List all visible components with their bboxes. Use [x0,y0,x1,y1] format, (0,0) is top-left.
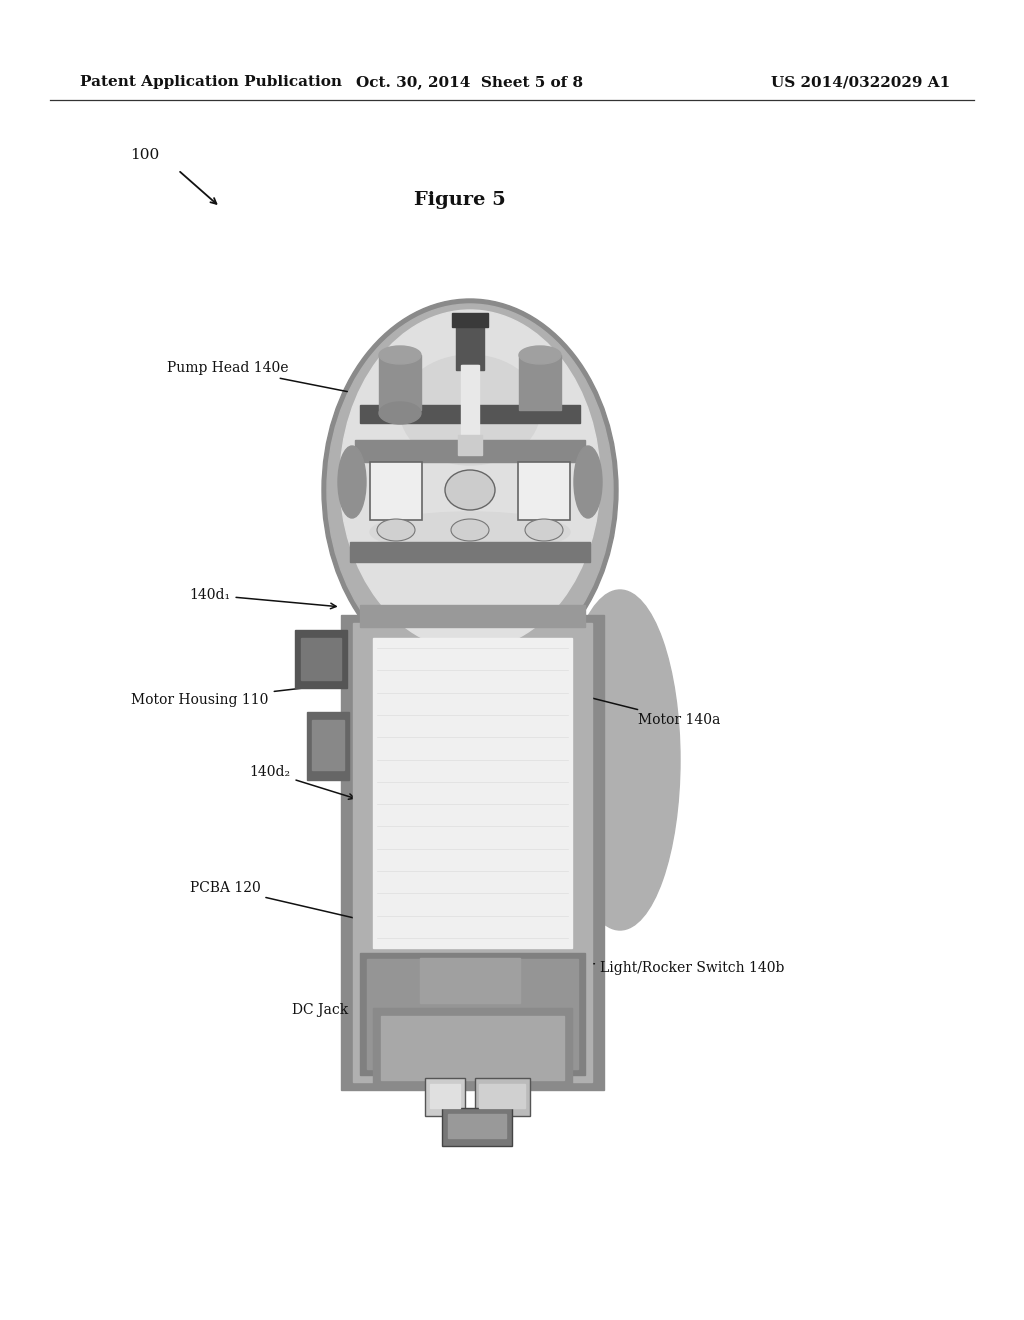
Bar [462,366,478,445]
Bar [449,1114,506,1138]
Text: US 2014/0322029 A1: US 2014/0322029 A1 [771,75,950,88]
Bar [519,355,561,411]
Text: Light/Rocker Switch 140b: Light/Rocker Switch 140b [514,958,784,975]
Bar [370,462,422,520]
Bar [373,1008,572,1088]
Bar [425,1078,465,1115]
Ellipse shape [451,519,489,541]
Text: Patent Application Publication: Patent Application Publication [80,75,342,88]
Text: PCBA 120: PCBA 120 [189,880,375,924]
Ellipse shape [519,346,561,364]
Text: Figure 5: Figure 5 [414,191,506,209]
Ellipse shape [338,446,366,517]
Text: 140d₂: 140d₂ [250,766,354,799]
Bar [420,958,520,1003]
Ellipse shape [560,590,680,931]
Bar [350,543,590,562]
Bar [301,638,341,680]
Text: 140d₁: 140d₁ [189,587,336,609]
Bar [360,605,585,627]
Ellipse shape [379,346,421,364]
Ellipse shape [322,300,618,681]
Bar [475,1078,530,1115]
Bar [518,462,570,520]
Ellipse shape [379,403,421,424]
Ellipse shape [574,446,602,517]
Text: Pump Head 140e: Pump Head 140e [167,360,394,403]
Bar [360,953,585,1074]
Text: Motor Housing 110: Motor Housing 110 [131,682,332,708]
Ellipse shape [377,519,415,541]
Bar [458,436,482,455]
Ellipse shape [370,512,570,552]
Bar [295,630,347,688]
Ellipse shape [400,355,540,465]
Bar [353,623,592,1082]
Bar [430,1084,460,1107]
Bar [312,719,344,770]
Text: DC Jack 140c: DC Jack 140c [293,986,422,1016]
Ellipse shape [445,470,495,510]
Bar [373,638,572,948]
Bar [456,315,484,370]
Bar [479,1084,525,1107]
Bar [452,313,488,327]
Ellipse shape [327,304,613,676]
Bar [341,615,604,1090]
Bar [461,366,479,440]
Bar [381,1016,564,1080]
Text: Motor 140a: Motor 140a [558,688,720,727]
Bar [355,440,585,462]
Bar [360,405,580,422]
Bar [442,1107,512,1146]
Ellipse shape [340,310,600,649]
Text: 100: 100 [130,148,160,162]
Text: Oct. 30, 2014  Sheet 5 of 8: Oct. 30, 2014 Sheet 5 of 8 [356,75,584,88]
Bar [379,355,421,411]
Ellipse shape [525,519,563,541]
Bar [367,960,578,1069]
Bar [307,711,349,780]
